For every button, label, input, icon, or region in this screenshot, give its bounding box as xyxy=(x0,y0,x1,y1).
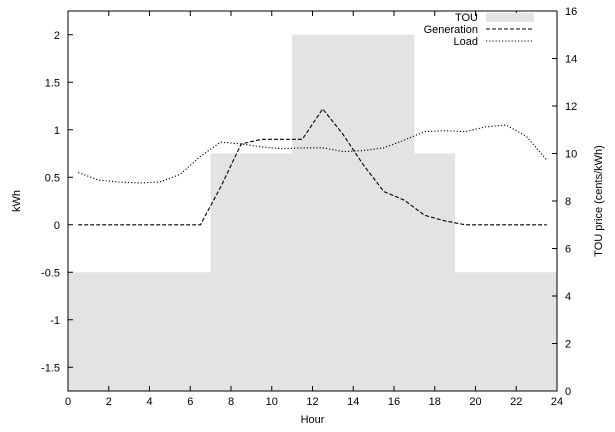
left-y-tick-label: 0.5 xyxy=(45,172,60,184)
right-y-tick-label: 6 xyxy=(565,244,571,256)
generation-line xyxy=(78,107,547,226)
tou-bar-0 xyxy=(68,272,211,391)
left-y-tick-label: -0.5 xyxy=(41,267,60,279)
x-tick-label: 6 xyxy=(187,396,193,408)
tou-bar-2 xyxy=(292,34,415,391)
legend-label-load: Load xyxy=(454,36,478,48)
right-y-tick-label: 0 xyxy=(565,386,571,398)
right-y-tick-label: 14 xyxy=(565,54,577,66)
right-y-tick-label: 2 xyxy=(565,339,571,351)
legend-swatch-tou xyxy=(486,13,534,22)
right-y-tick-label: 10 xyxy=(565,149,577,161)
legend-label-tou: TOU xyxy=(455,12,478,24)
tou-bar-4 xyxy=(455,272,557,391)
x-tick-label: 16 xyxy=(388,396,400,408)
x-tick-label: 14 xyxy=(347,396,359,408)
tou-bars xyxy=(68,34,557,391)
x-tick-label: 4 xyxy=(146,396,152,408)
left-y-tick-label: 2 xyxy=(54,30,60,42)
x-tick-label: 2 xyxy=(106,396,112,408)
right-y-axis-label: TOU price (cents/kWh) xyxy=(593,145,605,257)
left-y-tick-label: 1.5 xyxy=(45,77,60,89)
left-y-tick-label: -1.5 xyxy=(41,362,60,374)
right-y-tick-label: 4 xyxy=(565,291,571,303)
right-y-tick-label: 16 xyxy=(565,6,577,18)
legend-label-generation: Generation xyxy=(424,24,478,36)
tou-bar-3 xyxy=(414,153,456,391)
tou-bar-1 xyxy=(210,153,293,391)
right-y-tick-label: 12 xyxy=(565,101,577,113)
x-tick-label: 20 xyxy=(469,396,481,408)
x-tick-label: 18 xyxy=(429,396,441,408)
x-axis-label: Hour xyxy=(301,414,325,426)
left-y-tick-label: 0 xyxy=(54,220,60,232)
x-tick-label: 10 xyxy=(266,396,278,408)
right-y-tick-label: 8 xyxy=(565,196,571,208)
left-y-tick-label: -1 xyxy=(50,315,60,327)
x-tick-label: 0 xyxy=(65,396,71,408)
left-y-tick-label: 1 xyxy=(54,125,60,137)
x-tick-label: 8 xyxy=(228,396,234,408)
series-lines xyxy=(78,107,548,226)
left-y-axis-label: kWh xyxy=(11,190,23,212)
x-tick-label: 12 xyxy=(306,396,318,408)
axis-ticks: 0 2 4 6 8 10 12 14 16 18 20 22 24-1.5-1-0.500.511.52… xyxy=(41,6,577,408)
x-tick-label: 22 xyxy=(510,396,522,408)
x-tick-label: 24 xyxy=(551,396,563,408)
